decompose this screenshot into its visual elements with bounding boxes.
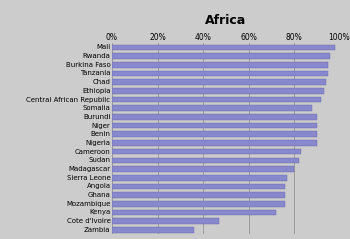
Bar — [112, 218, 219, 224]
Bar — [112, 71, 328, 76]
Bar — [112, 97, 321, 102]
Bar — [112, 114, 317, 120]
Bar — [112, 201, 285, 207]
Bar — [112, 158, 299, 163]
Bar — [112, 149, 301, 154]
Bar — [112, 140, 317, 146]
Bar — [112, 53, 330, 59]
Bar — [112, 184, 285, 189]
Bar — [112, 62, 328, 68]
Bar — [112, 123, 317, 128]
Title: Africa: Africa — [205, 14, 246, 27]
Bar — [112, 79, 326, 85]
Bar — [112, 192, 285, 198]
Bar — [112, 131, 317, 137]
Bar — [112, 175, 287, 180]
Bar — [112, 88, 323, 94]
Bar — [112, 227, 194, 233]
Bar — [112, 105, 312, 111]
Bar — [112, 210, 276, 215]
Bar — [112, 166, 294, 172]
Bar — [112, 44, 335, 50]
